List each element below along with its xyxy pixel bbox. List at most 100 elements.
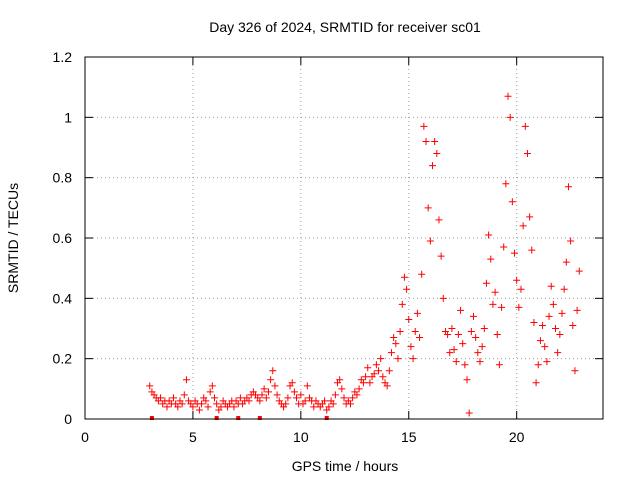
data-point [157, 394, 165, 402]
data-point [394, 355, 402, 363]
data-point [195, 406, 203, 414]
data-point [258, 391, 266, 399]
data-point [303, 382, 311, 390]
data-point [400, 273, 408, 281]
chart-title: Day 326 of 2024, SRMTID for receiver sc0… [209, 19, 481, 35]
data-point [504, 92, 512, 100]
data-point [491, 288, 499, 296]
data-point [498, 303, 506, 311]
data-point [377, 355, 385, 363]
data-point [567, 237, 575, 245]
x-tick-label: 0 [81, 429, 89, 445]
data-point [543, 358, 551, 366]
data-point [541, 343, 549, 351]
data-point [519, 222, 527, 230]
data-point [431, 137, 439, 145]
data-point-zero [257, 416, 262, 420]
data-point [444, 331, 452, 339]
data-point [208, 382, 216, 390]
data-point [364, 364, 372, 372]
y-tick-label: 1 [64, 109, 72, 125]
data-point [297, 391, 305, 399]
data-point [349, 394, 357, 402]
data-point [396, 328, 404, 336]
data-point [418, 270, 426, 278]
data-point [439, 294, 447, 302]
data-point [180, 391, 188, 399]
data-point [178, 400, 186, 408]
data-point [506, 113, 514, 121]
axis-ticks: 0 0.2 0.4 0.6 0.8 1 1.2 0 5 10 15 20 [53, 49, 603, 445]
data-point [508, 198, 516, 206]
data-point [262, 394, 270, 402]
data-point [452, 358, 460, 366]
x-tick-label: 10 [293, 429, 309, 445]
data-point [392, 340, 400, 348]
data-point [340, 394, 348, 402]
data-point [564, 183, 572, 191]
data-point [552, 325, 560, 332]
data-point [390, 334, 398, 342]
data-point [448, 325, 456, 332]
data-point [556, 331, 564, 339]
data-point [260, 385, 268, 393]
data-point [282, 400, 290, 408]
data-point [204, 403, 212, 411]
data-point [267, 376, 275, 384]
data-point [549, 300, 557, 308]
data-point-zero [149, 416, 154, 420]
data-point [264, 388, 272, 396]
data-point [403, 285, 411, 293]
data-point [217, 403, 225, 411]
data-point [256, 397, 264, 405]
data-point [269, 367, 277, 375]
data-point [573, 306, 581, 314]
data-point [366, 379, 374, 387]
x-tick-label: 5 [189, 429, 197, 445]
data-point [426, 237, 434, 245]
data-point [383, 382, 391, 390]
data-point [336, 376, 344, 384]
data-point [485, 231, 493, 239]
x-tick-label: 15 [401, 429, 417, 445]
x-tick-label: 20 [509, 429, 525, 445]
data-point [398, 300, 406, 308]
data-point [213, 400, 221, 408]
data-point [411, 328, 419, 336]
data-point-zero [214, 416, 219, 420]
data-point [353, 391, 361, 399]
data-point [526, 213, 534, 221]
data-point [534, 361, 542, 369]
data-point [413, 309, 421, 317]
data-point [189, 403, 197, 411]
data-point [560, 285, 568, 293]
data-point [476, 358, 484, 366]
data-point [571, 367, 579, 375]
data-point [284, 394, 292, 402]
data-point [554, 349, 562, 357]
data-point [489, 300, 497, 308]
data-point [547, 282, 555, 290]
data-point [545, 312, 553, 320]
y-tick-label: 0.6 [53, 230, 73, 246]
data-point [474, 349, 482, 357]
data-point [385, 367, 393, 375]
data-point [310, 403, 318, 411]
data-point [325, 403, 333, 411]
x-axis-label: GPS time / hours [292, 458, 399, 474]
data-point [433, 150, 441, 158]
data-point [528, 246, 536, 254]
data-point [487, 255, 495, 263]
data-point [513, 276, 521, 284]
data-point [454, 331, 462, 339]
data-point [290, 388, 298, 396]
data-point [530, 318, 538, 326]
data-point [536, 337, 544, 345]
data-point [472, 334, 480, 342]
data-point [321, 397, 329, 405]
data-point [569, 321, 577, 329]
data-point [198, 400, 206, 408]
data-point [480, 325, 488, 332]
data-point [539, 321, 547, 329]
data-point [230, 403, 238, 411]
